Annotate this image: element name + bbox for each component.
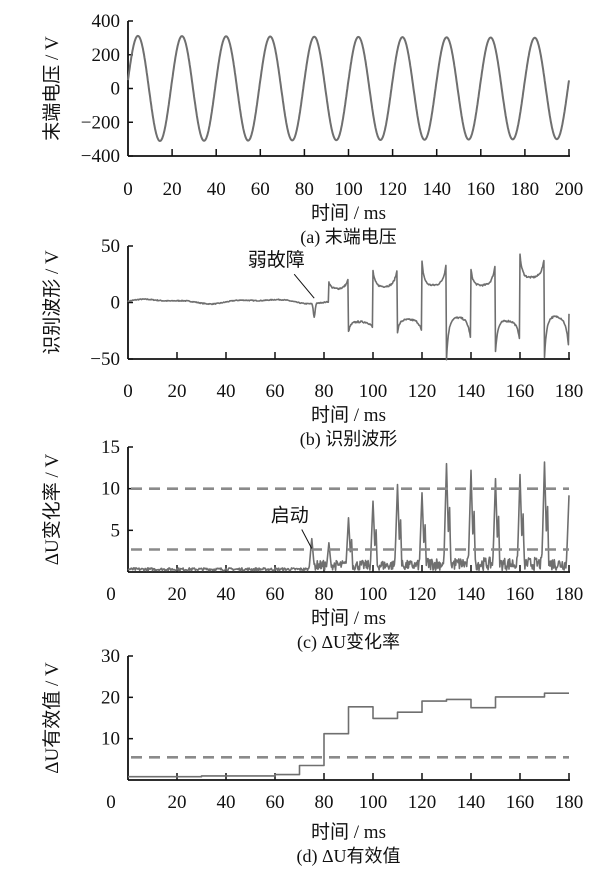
x-tick-label: 0 — [123, 179, 133, 200]
series-line — [127, 253, 570, 361]
y-tick-label: 0 — [111, 79, 121, 100]
x-tick-label: 40 — [217, 584, 236, 605]
chart-panel-c: 15 10 5 0 20 40 60 80 100 120 140 160 180 时间 / ms (c) … — [41, 437, 583, 653]
x-tick-label: 0 — [123, 381, 133, 402]
x-tick-label: 180 — [555, 792, 584, 813]
y-tick-label: 50 — [101, 236, 120, 257]
x-tick-label: 20 — [168, 381, 187, 402]
x-tick-label: 160 — [506, 792, 535, 813]
annotation-label: 弱故障 — [248, 249, 305, 271]
x-tick-label: 20 — [163, 179, 182, 200]
x-tick-label: 60 — [266, 381, 285, 402]
y-tick-label: 15 — [101, 437, 120, 458]
y-tick-label: 400 — [92, 11, 121, 32]
x-tick-label: 40 — [217, 792, 236, 813]
x-tick-label: 80 — [315, 792, 334, 813]
x-tick-label: 140 — [422, 179, 451, 200]
x-tick-label: 180 — [555, 381, 584, 402]
x-tick-label: 120 — [408, 584, 437, 605]
x-tick-label: 120 — [378, 179, 407, 200]
x-tick-label: 160 — [467, 179, 496, 200]
y-tick-label: 20 — [101, 687, 120, 708]
x-tick-label: 100 — [334, 179, 363, 200]
panel-caption: (a) 末端电压 — [300, 227, 396, 248]
y-tick-label: 30 — [101, 646, 120, 667]
x-tick-label: 120 — [408, 381, 437, 402]
x-tick-label: 140 — [457, 584, 486, 605]
x-tick-label: 180 — [555, 584, 584, 605]
series-line — [127, 34, 570, 142]
x-tick-label: 160 — [506, 381, 535, 402]
x-tick-label: 100 — [359, 381, 388, 402]
x-tick-label: 160 — [506, 584, 535, 605]
y-axis-label: ΔU有效值 / V — [41, 662, 63, 774]
x-tick-label: 100 — [359, 792, 388, 813]
series-line — [128, 692, 569, 778]
panel-caption: (c) ΔU变化率 — [297, 632, 400, 653]
x-axis-label: 时间 / ms — [311, 821, 386, 843]
x-tick-label: 120 — [408, 792, 437, 813]
x-tick-label: 0 — [106, 584, 116, 605]
x-tick-label: 40 — [207, 179, 226, 200]
panel-caption: (d) ΔU有效值 — [296, 846, 400, 867]
x-tick-label: 180 — [511, 179, 540, 200]
annotation-pointer — [293, 273, 315, 299]
y-axis-label: 识别波形 / V — [41, 250, 63, 355]
x-tick-label: 80 — [295, 179, 314, 200]
panel-caption: (b) 识别波形 — [300, 429, 398, 450]
y-axis-label: 末端电压 / V — [41, 36, 63, 141]
annotation-pointer — [301, 529, 313, 549]
x-tick-label: 60 — [251, 179, 270, 200]
x-axis-label: 时间 / ms — [311, 607, 386, 629]
x-tick-label: 100 — [359, 584, 388, 605]
y-tick-label: 10 — [101, 729, 120, 750]
x-tick-label: 20 — [168, 584, 187, 605]
y-tick-label: −200 — [81, 112, 120, 133]
y-tick-label: 200 — [92, 45, 121, 66]
y-tick-label: −50 — [90, 349, 120, 370]
x-tick-label: 0 — [106, 792, 116, 813]
y-tick-label: 10 — [101, 479, 120, 500]
series-line — [127, 461, 570, 572]
y-tick-label: 0 — [111, 293, 121, 314]
x-tick-label: 40 — [217, 381, 236, 402]
x-tick-label: 80 — [315, 381, 334, 402]
x-tick-label: 200 — [555, 179, 584, 200]
y-axis-label: ΔU变化率 / V — [41, 454, 63, 566]
x-tick-label: 140 — [457, 381, 486, 402]
x-axis-label: 时间 / ms — [311, 404, 386, 426]
x-axis-label: 时间 / ms — [311, 202, 386, 224]
annotation-label: 启动 — [271, 505, 309, 527]
x-tick-label: 60 — [266, 584, 285, 605]
y-tick-label: 5 — [111, 520, 121, 541]
x-tick-label: 60 — [266, 792, 285, 813]
x-tick-label: 140 — [457, 792, 486, 813]
x-tick-label: 20 — [168, 792, 187, 813]
x-tick-label: 80 — [315, 584, 334, 605]
y-tick-label: −400 — [81, 146, 120, 167]
